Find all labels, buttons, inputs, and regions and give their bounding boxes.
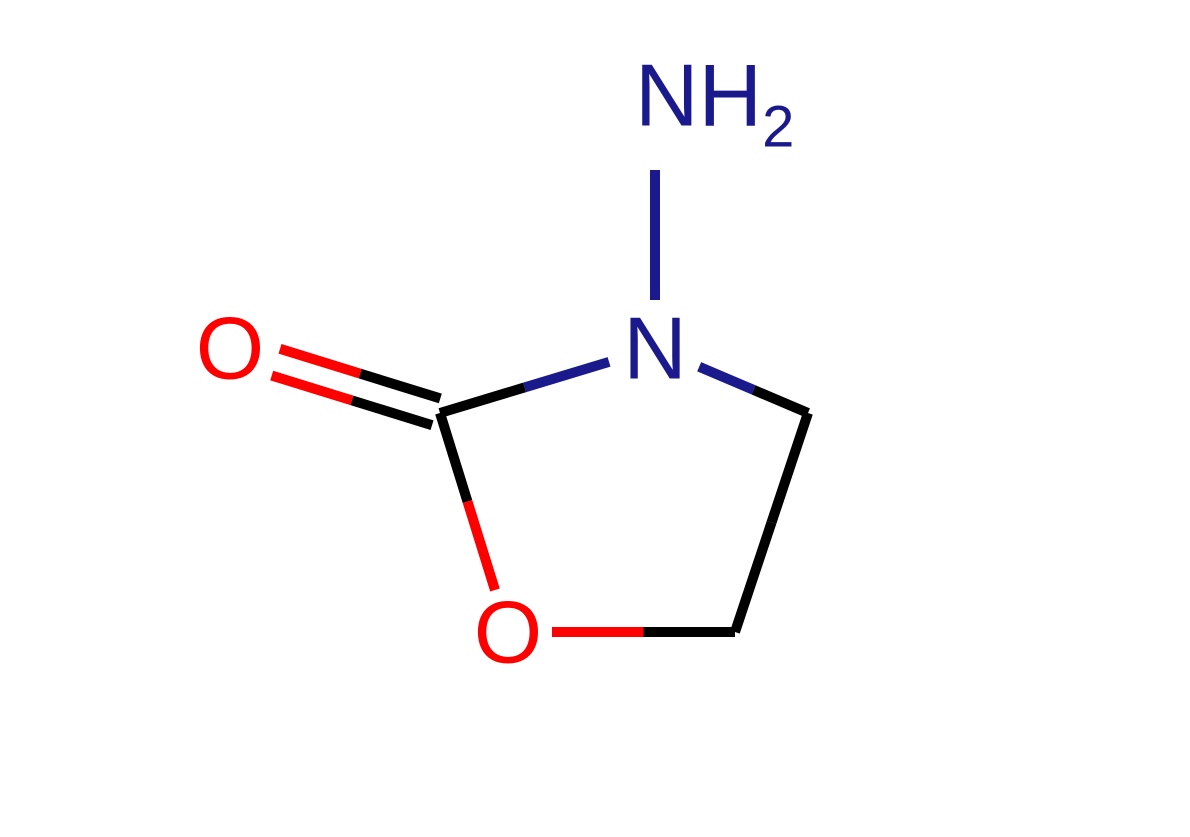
bond-segment [440,413,467,501]
bond-segment [699,367,753,390]
bond-segment [280,349,360,374]
bond-segment [272,376,352,401]
atom-label-nh2: NH2 [635,46,794,160]
labels-group: N NH2 O O [196,46,795,682]
bond-segment [360,374,440,399]
atom-label-n: N [623,299,687,398]
bond-segment [440,387,525,413]
bond-segment [772,413,809,523]
bonds-group [272,170,808,632]
bond-segment [467,501,494,589]
bond-segment [735,523,772,633]
molecule-diagram: N NH2 O O [0,0,1190,837]
atom-label-o: O [474,583,542,682]
atom-label-o: O [196,299,264,398]
bond-segment [352,400,432,425]
bond-segment [525,362,610,388]
bond-segment [754,390,808,413]
